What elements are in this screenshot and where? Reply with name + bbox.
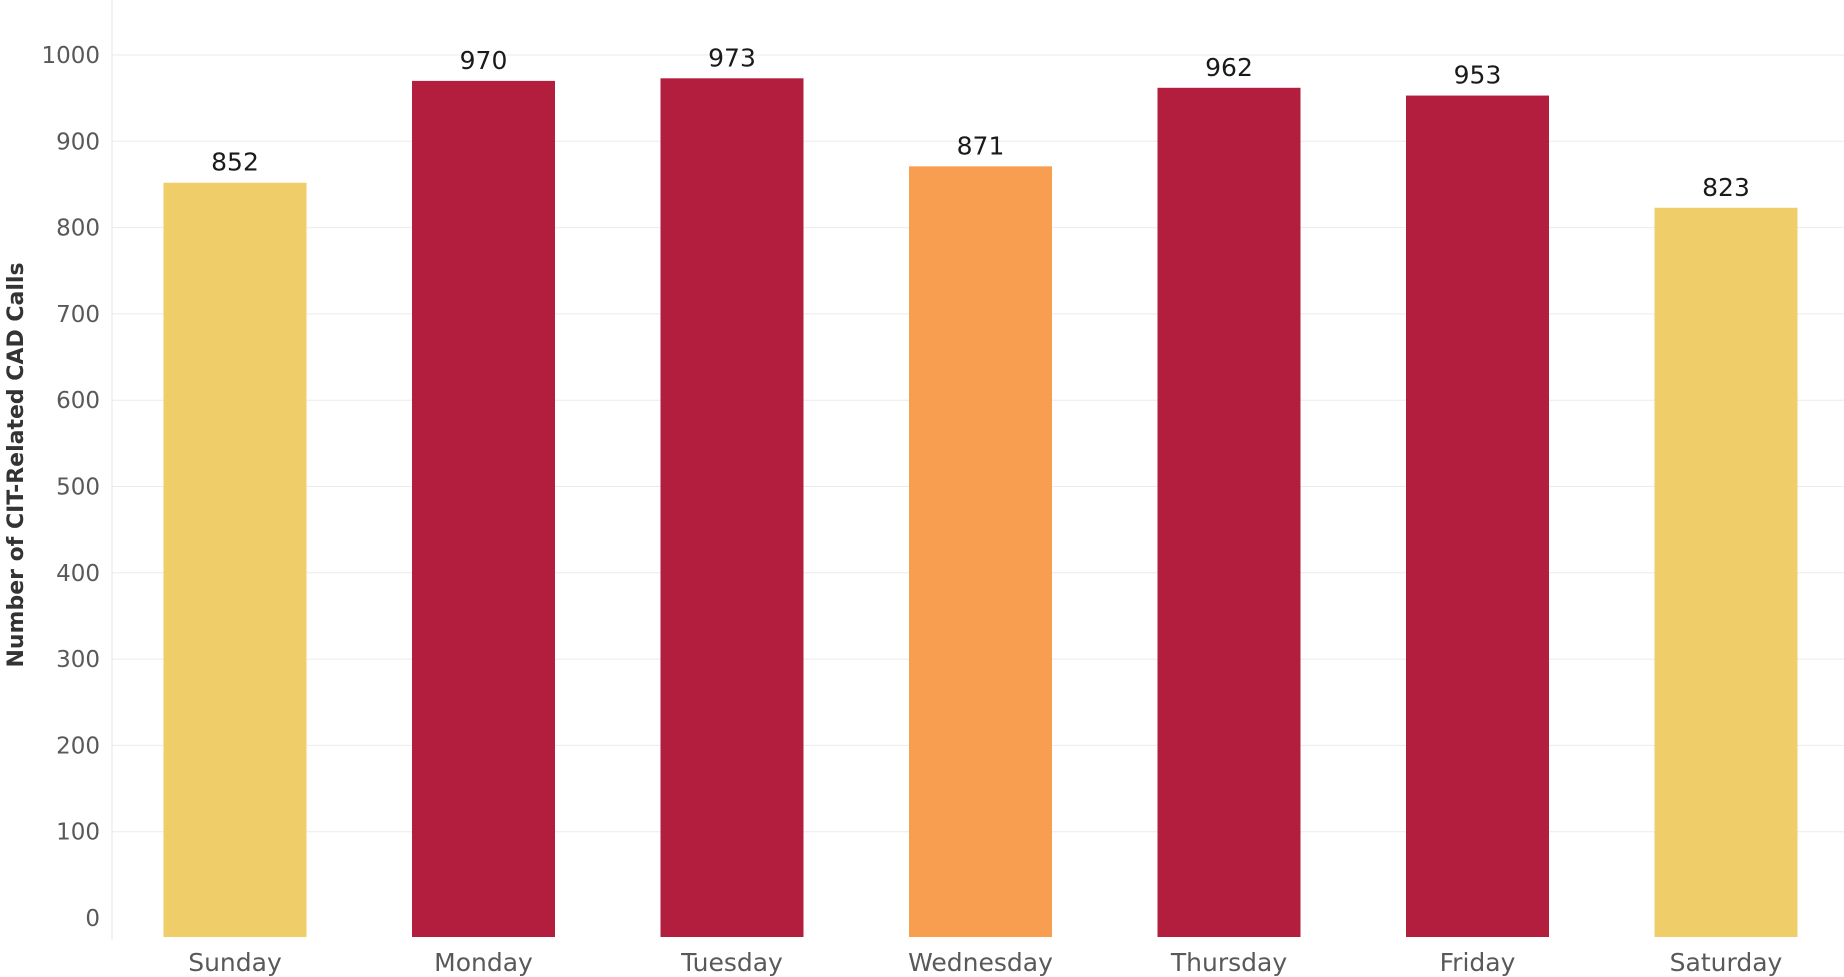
y-tick-label: 600 (56, 388, 100, 414)
x-tick-label-tuesday: Tuesday (680, 948, 783, 977)
bars (163, 78, 1798, 938)
y-tick-label: 700 (56, 302, 100, 328)
x-tick-label-saturday: Saturday (1670, 948, 1783, 977)
y-tick-label: 800 (56, 216, 100, 242)
bar-friday (1406, 95, 1549, 938)
bar-saturday (1654, 207, 1798, 938)
data-label-monday: 970 (460, 46, 508, 75)
bar-monday (412, 80, 555, 937)
y-tick-label: 500 (56, 475, 100, 501)
y-axis-ticks: 0 100 200 300 400 500 600 700 800 900 1000 (41, 43, 100, 932)
data-label-thursday: 962 (1205, 53, 1253, 82)
data-labels: 852 970 973 871 962 953 823 (211, 43, 1750, 201)
x-tick-label-thursday: Thursday (1170, 948, 1287, 977)
y-tick-label: 1000 (41, 43, 100, 69)
x-tick-label-wednesday: Wednesday (908, 948, 1053, 977)
y-tick-label: 100 (56, 820, 100, 846)
x-axis-ticks: Sunday Monday Tuesday Wednesday Thursday Frid… (188, 948, 1782, 977)
x-tick-label-friday: Friday (1440, 948, 1516, 977)
x-tick-label-sunday: Sunday (188, 948, 282, 977)
data-label-wednesday: 871 (957, 131, 1005, 160)
data-label-saturday: 823 (1702, 173, 1750, 202)
y-tick-label: 400 (56, 561, 100, 587)
y-tick-label: 900 (56, 129, 100, 155)
x-tick-label-monday: Monday (434, 948, 533, 977)
y-tick-label: 200 (56, 733, 100, 759)
data-label-friday: 953 (1454, 61, 1502, 90)
bar-tuesday (660, 78, 804, 937)
y-tick-label: 300 (56, 647, 100, 673)
bar-sunday (163, 182, 307, 937)
y-tick-label: 0 (85, 906, 100, 932)
bar-thursday (1157, 87, 1301, 937)
data-label-tuesday: 973 (708, 43, 756, 72)
y-axis-title: Number of CIT-Related CAD Calls (4, 262, 29, 667)
data-label-sunday: 852 (211, 148, 259, 177)
bar-wednesday (909, 166, 1052, 937)
